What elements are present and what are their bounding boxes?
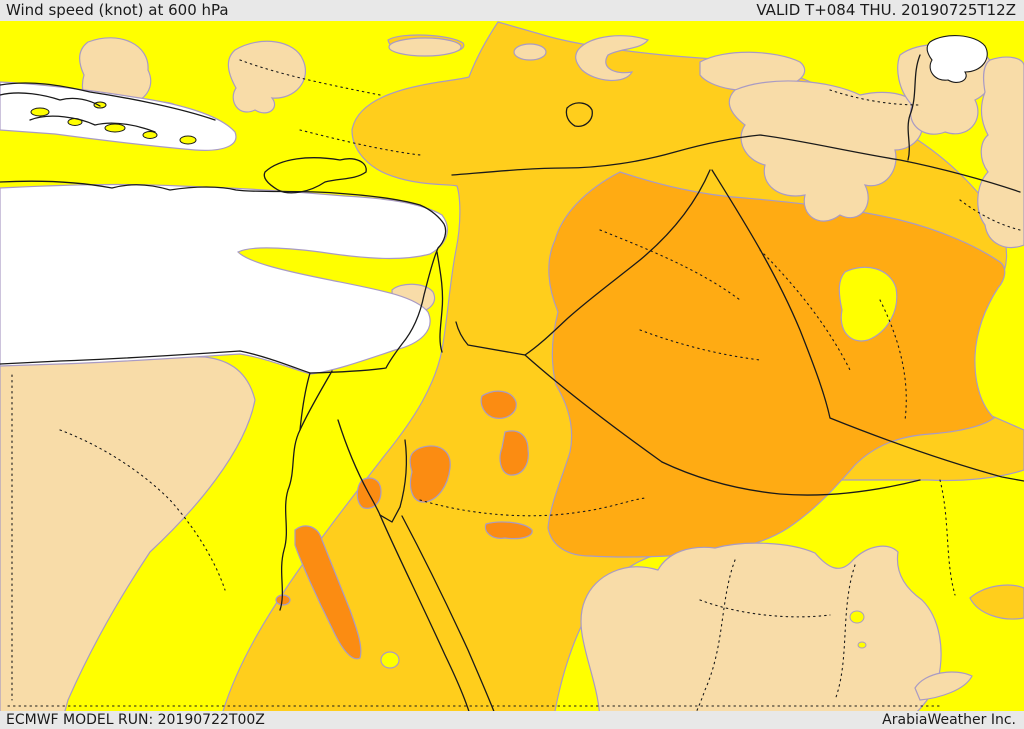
border-iraq-saudi: [524, 354, 663, 463]
lake: [926, 35, 988, 83]
coast-aegean-squiggle2: [29, 115, 156, 133]
nile-delta-branch: [299, 370, 333, 431]
lake-assad: [565, 102, 593, 127]
sinai-tip: [379, 506, 401, 523]
valid-time-label: VALID T+084 THU. 20190725T12Z: [756, 1, 1016, 19]
coast-cyprus: [263, 157, 367, 194]
border-saudi-east: [661, 461, 921, 496]
band-tan: [0, 35, 1024, 729]
red-sea-west-coast: [379, 514, 473, 723]
coast-turkey-levant-egypt: [0, 180, 447, 374]
aegean-islands: [30, 101, 197, 145]
gulf-of-aqaba: [399, 439, 408, 508]
model-run-label: ECMWF MODEL RUN: 20190722T00Z: [6, 712, 265, 728]
band-yellow-holes-tan: [849, 610, 867, 649]
attribution-label: ArabiaWeather Inc.: [882, 712, 1016, 728]
border-syria-iraq-jordan: [455, 169, 711, 356]
band-orange: [547, 171, 1006, 558]
border-turkey-syria: [451, 134, 1021, 193]
gulf-of-suez: [337, 419, 381, 516]
coastlines-and-borders: [0, 54, 1024, 723]
band-deep-orange: [275, 390, 533, 660]
border-iraq-iran: [711, 169, 1024, 482]
coast-aegean-squiggle1: [0, 92, 101, 107]
dotted-admin-borders: [7, 59, 1021, 729]
band-yellow-holes: [380, 651, 400, 669]
map-title: Wind speed (knot) at 600 hPa: [6, 1, 229, 19]
header-bar: Wind speed (knot) at 600 hPa VALID T+084…: [0, 0, 1024, 21]
jordan-valley: [436, 251, 444, 353]
footer-bar: ECMWF MODEL RUN: 20190722T00Z ArabiaWeat…: [0, 711, 1024, 729]
border-turkey-east: [907, 54, 921, 161]
red-sea-east-coast: [401, 515, 499, 723]
coast-aegean-north: [0, 82, 216, 121]
nile-river: [279, 372, 311, 611]
